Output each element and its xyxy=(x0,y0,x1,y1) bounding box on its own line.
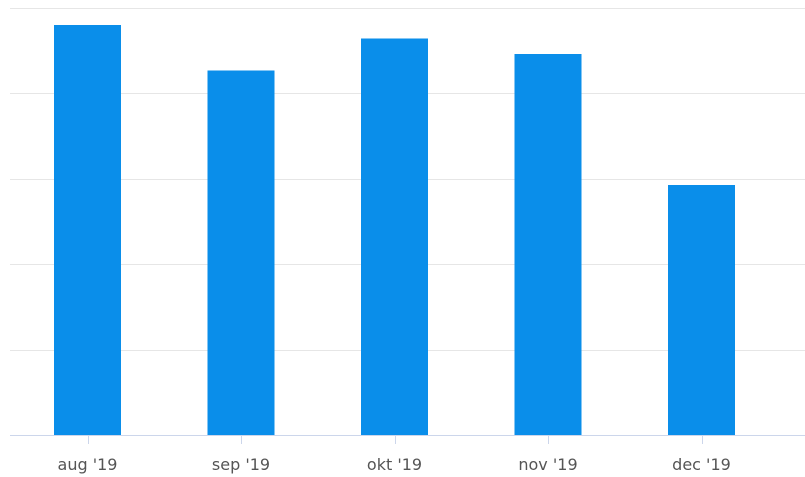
x-tick-label: sep '19 xyxy=(212,455,270,474)
bar-series xyxy=(54,25,735,436)
x-tick-label: aug '19 xyxy=(58,455,118,474)
x-tick-label: nov '19 xyxy=(518,455,577,474)
bar-0[interactable] xyxy=(54,25,121,435)
bar-3[interactable] xyxy=(514,54,582,435)
bar-1[interactable] xyxy=(207,70,275,436)
bar-2[interactable] xyxy=(361,38,428,435)
x-tick-label: dec '19 xyxy=(672,455,731,474)
x-axis-ticks xyxy=(88,435,703,444)
x-tick-label: okt '19 xyxy=(367,455,422,474)
bar-4[interactable] xyxy=(668,184,735,435)
x-axis-labels: aug '19 sep '19 okt '19 nov '19 dec '19 xyxy=(58,455,731,474)
